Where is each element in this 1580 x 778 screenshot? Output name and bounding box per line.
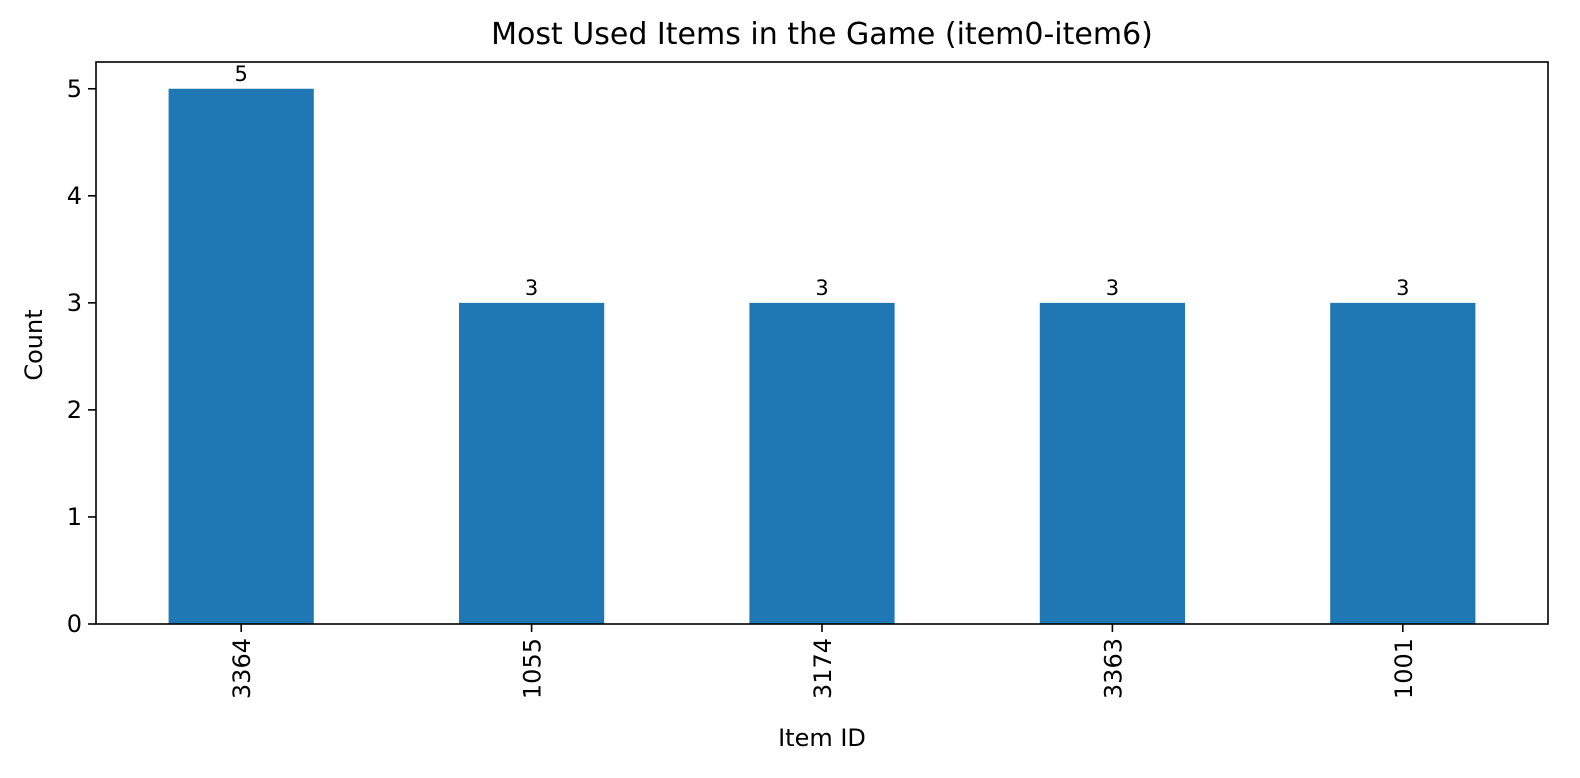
- y-tick-label-4: 4: [67, 182, 82, 210]
- y-tick-label-5: 5: [67, 75, 82, 103]
- y-tick-label-2: 2: [67, 396, 82, 424]
- bar-1055: [459, 302, 605, 624]
- y-axis-label: Count: [20, 309, 48, 380]
- y-tick-label-1: 1: [67, 503, 82, 531]
- y-tick-label-3: 3: [67, 289, 82, 317]
- data-label-3174: 3: [815, 276, 828, 300]
- bar-3363: [1039, 302, 1185, 624]
- chart-title: Most Used Items in the Game (item0-item6…: [491, 17, 1153, 52]
- x-tick-label-1055: 1055: [519, 638, 547, 699]
- bar-1001: [1330, 302, 1476, 624]
- data-label-3364: 5: [235, 62, 248, 86]
- bar-3174: [749, 302, 895, 624]
- x-tick-label-3174: 3174: [809, 638, 837, 699]
- data-label-1001: 3: [1396, 276, 1409, 300]
- y-tick-label-0: 0: [67, 610, 82, 638]
- x-axis-label: Item ID: [778, 724, 866, 752]
- x-tick-label-1001: 1001: [1390, 638, 1418, 699]
- data-label-1055: 3: [525, 276, 538, 300]
- x-tick-label-3363: 3363: [1099, 638, 1127, 699]
- plot-area: 5 3 3 3 3 0 1 2 3 4 5 3364 1055 3174 3363 1001: [67, 61, 1549, 699]
- data-label-3363: 3: [1106, 276, 1119, 300]
- bar-3364: [168, 88, 314, 624]
- x-tick-label-3364: 3364: [228, 638, 256, 699]
